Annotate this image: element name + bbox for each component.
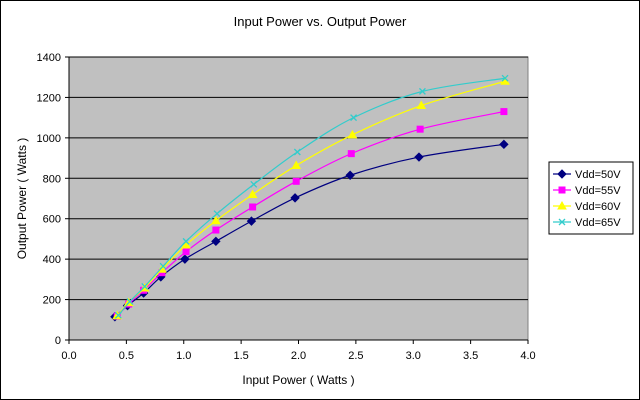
data-point xyxy=(126,298,134,306)
legend-item: Vdd=50V xyxy=(553,169,621,181)
legend-label: Vdd=50V xyxy=(575,169,621,181)
data-point xyxy=(114,311,122,319)
x-tick-label: 2.0 xyxy=(291,350,306,362)
data-point xyxy=(501,74,509,82)
data-point xyxy=(213,210,221,218)
data-point xyxy=(414,152,424,162)
x-tick-label: 0.5 xyxy=(119,350,134,362)
x-tick-label: 2.5 xyxy=(348,350,363,362)
axes xyxy=(65,56,529,344)
x-tick-label: 1.0 xyxy=(176,350,191,362)
y-tick-label: 1400 xyxy=(37,52,61,64)
data-point xyxy=(291,160,302,170)
data-point xyxy=(500,108,508,116)
legend-item: Vdd=55V xyxy=(553,185,621,197)
x-tick-label: 0.0 xyxy=(61,350,76,362)
data-point xyxy=(141,282,149,290)
grid-lines xyxy=(69,56,528,301)
data-point xyxy=(345,170,355,180)
data-point xyxy=(290,193,300,203)
data-point xyxy=(416,125,424,133)
y-tick-label: 1000 xyxy=(37,133,61,145)
x-axis-ticks: 0.0 0.5 1.0 1.5 2.0 2.5 3.0 3.5 4.0 xyxy=(61,350,535,362)
y-tick-label: 1200 xyxy=(37,92,61,104)
y-tick-label: 600 xyxy=(43,214,61,226)
y-tick-label: 800 xyxy=(43,173,61,185)
data-point xyxy=(347,150,355,158)
data-point xyxy=(211,236,221,247)
x-tick-label: 4.0 xyxy=(520,350,535,362)
x-tick-label: 1.5 xyxy=(233,350,248,362)
x-axis-label: Input Power ( Watts ) xyxy=(242,373,354,387)
series-line xyxy=(117,77,506,316)
data-point xyxy=(212,226,220,234)
data-point xyxy=(249,203,257,211)
data-point xyxy=(416,100,427,110)
y-tick-label: 400 xyxy=(43,254,61,266)
data-point xyxy=(347,129,358,139)
y-tick-label: 200 xyxy=(43,295,61,307)
data-point xyxy=(250,180,258,188)
legend-marker xyxy=(557,200,567,210)
legend-item: Vdd=65V xyxy=(553,217,621,229)
legend-marker xyxy=(558,218,566,226)
data-point xyxy=(418,87,426,95)
legend-marker xyxy=(557,169,567,179)
data-point xyxy=(181,239,191,249)
legend-item: Vdd=60V xyxy=(553,200,621,213)
data-point xyxy=(180,254,190,264)
data-point xyxy=(182,248,190,256)
legend-marker xyxy=(558,186,566,194)
data-point xyxy=(182,237,190,245)
data-point xyxy=(159,262,167,270)
legend: Vdd=50V Vdd=55V Vdd=60V Vdd=65V xyxy=(548,161,634,235)
data-point xyxy=(293,148,301,156)
data-point xyxy=(350,114,358,122)
y-axis-label: Output Power ( Watts ) xyxy=(15,138,29,260)
series-4 xyxy=(114,74,509,319)
data-point xyxy=(211,215,221,225)
data-point xyxy=(247,189,258,198)
x-tick-label: 3.5 xyxy=(463,350,478,362)
series-3 xyxy=(112,76,510,320)
y-tick-label: 0 xyxy=(55,335,61,347)
y-axis-ticks: 0 200 400 600 800 1000 1200 1400 xyxy=(37,52,61,347)
data-point xyxy=(292,177,300,185)
data-point xyxy=(246,216,257,226)
series-layer xyxy=(110,74,510,322)
legend-label: Vdd=65V xyxy=(575,217,621,229)
data-point xyxy=(499,139,509,150)
chart-title: Input Power vs. Output Power xyxy=(234,14,407,29)
x-tick-label: 3.0 xyxy=(406,350,421,362)
legend-label: Vdd=60V xyxy=(575,201,621,213)
legend-label: Vdd=55V xyxy=(575,185,621,197)
